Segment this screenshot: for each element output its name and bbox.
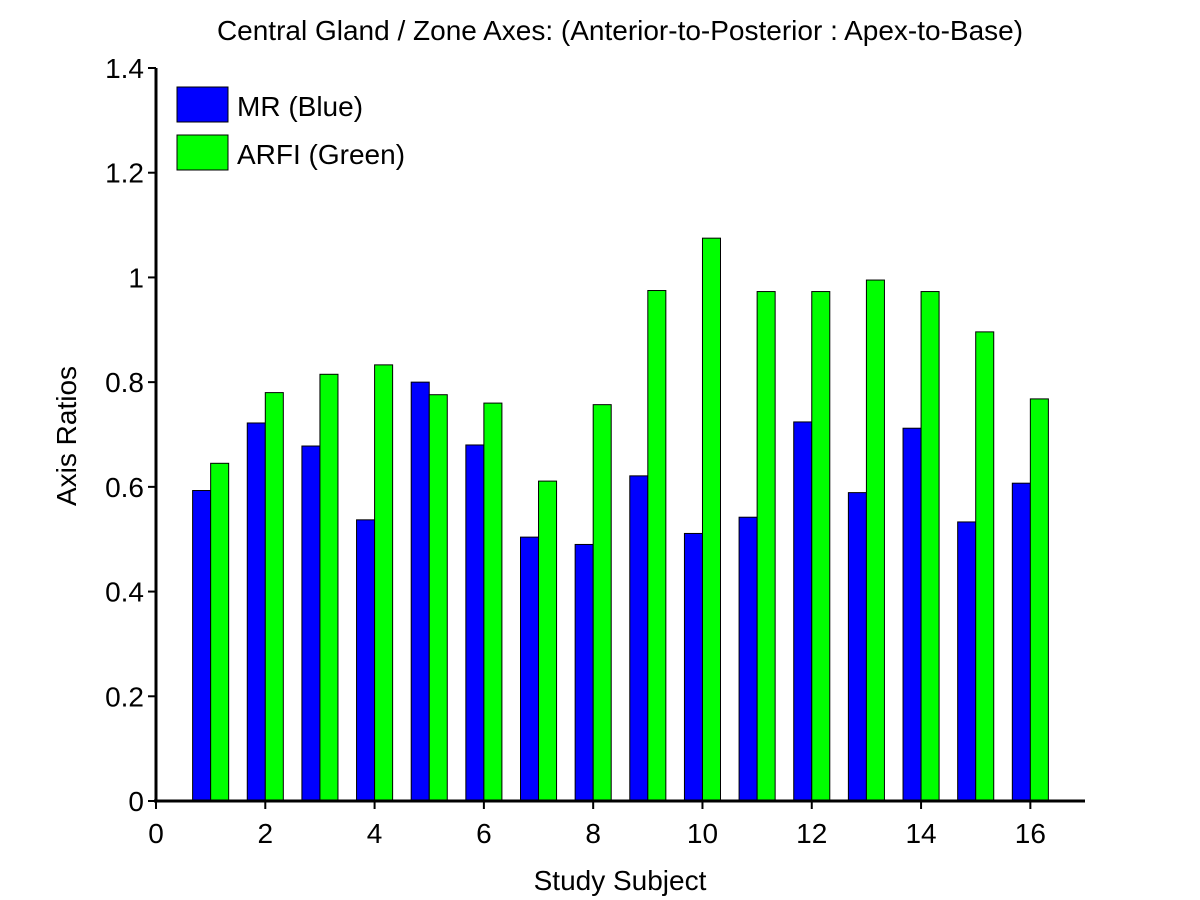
bar-mr-9 — [629, 475, 649, 802]
legend-label-arfi: ARFI (Green) — [237, 139, 405, 170]
bar-mr-10 — [683, 532, 703, 802]
bar-mr-15 — [957, 521, 977, 802]
bar-mr-16 — [1011, 482, 1031, 802]
bar-arfi-16 — [1029, 398, 1049, 802]
bar-arfi-14 — [920, 291, 940, 802]
bar-arfi-4 — [374, 364, 394, 802]
y-tick-label: 1.2 — [105, 158, 144, 189]
x-tick-label: 8 — [585, 818, 601, 849]
bar-arfi-8 — [592, 404, 612, 802]
bar-arfi-3 — [319, 373, 339, 802]
bar-arfi-1 — [210, 462, 230, 802]
bar-mr-13 — [847, 492, 867, 802]
bar-mr-7 — [520, 536, 540, 802]
axes-group: 0 0.2 0.4 0.6 0.8 1 1.2 1.4 0 2 4 6 8 10 12 14 16 — [105, 53, 1085, 849]
legend: MR (Blue) ARFI (Green) — [176, 86, 405, 171]
bars-group — [192, 237, 1049, 802]
bar-mr-11 — [738, 516, 758, 802]
y-tick-label: 0 — [128, 786, 144, 817]
bar-arfi-5 — [428, 394, 448, 802]
bar-mr-1 — [192, 490, 212, 802]
bar-arfi-15 — [975, 331, 995, 802]
bar-arfi-9 — [647, 290, 667, 802]
x-tick-label: 6 — [476, 818, 492, 849]
bar-mr-4 — [356, 519, 376, 802]
x-tick-label: 12 — [796, 818, 827, 849]
bar-arfi-13 — [865, 279, 885, 802]
bar-arfi-7 — [538, 480, 558, 802]
y-axis-label: Axis Ratios — [51, 366, 82, 506]
x-tick-label: 14 — [905, 818, 936, 849]
y-tick-label: 1 — [128, 262, 144, 293]
bar-arfi-2 — [264, 392, 284, 802]
bar-arfi-12 — [811, 291, 831, 802]
bar-arfi-10 — [701, 237, 721, 802]
x-tick-label: 0 — [148, 818, 164, 849]
y-tick-label: 0.4 — [105, 577, 144, 608]
bar-mr-5 — [410, 381, 430, 802]
bar-arfi-11 — [756, 291, 776, 802]
legend-swatch-mr — [176, 86, 229, 123]
bar-mr-3 — [301, 445, 321, 802]
y-tick-label: 0.8 — [105, 367, 144, 398]
y-tick-label: 0.2 — [105, 681, 144, 712]
chart-title: Central Gland / Zone Axes: (Anterior-to-… — [217, 15, 1023, 46]
bar-mr-2 — [246, 422, 266, 802]
x-tick-label: 10 — [687, 818, 718, 849]
bar-mr-14 — [902, 427, 922, 802]
x-axis-label: Study Subject — [534, 865, 707, 896]
legend-label-mr: MR (Blue) — [237, 91, 363, 122]
x-tick-label: 16 — [1015, 818, 1046, 849]
legend-swatch-arfi — [176, 134, 229, 171]
y-tick-label: 1.4 — [105, 53, 144, 84]
bar-mr-6 — [465, 444, 485, 802]
x-tick-label: 2 — [258, 818, 274, 849]
bar-mr-8 — [574, 543, 594, 802]
bar-mr-12 — [793, 421, 813, 802]
x-tick-label: 4 — [367, 818, 383, 849]
bar-arfi-6 — [483, 402, 503, 802]
y-tick-label: 0.6 — [105, 472, 144, 503]
